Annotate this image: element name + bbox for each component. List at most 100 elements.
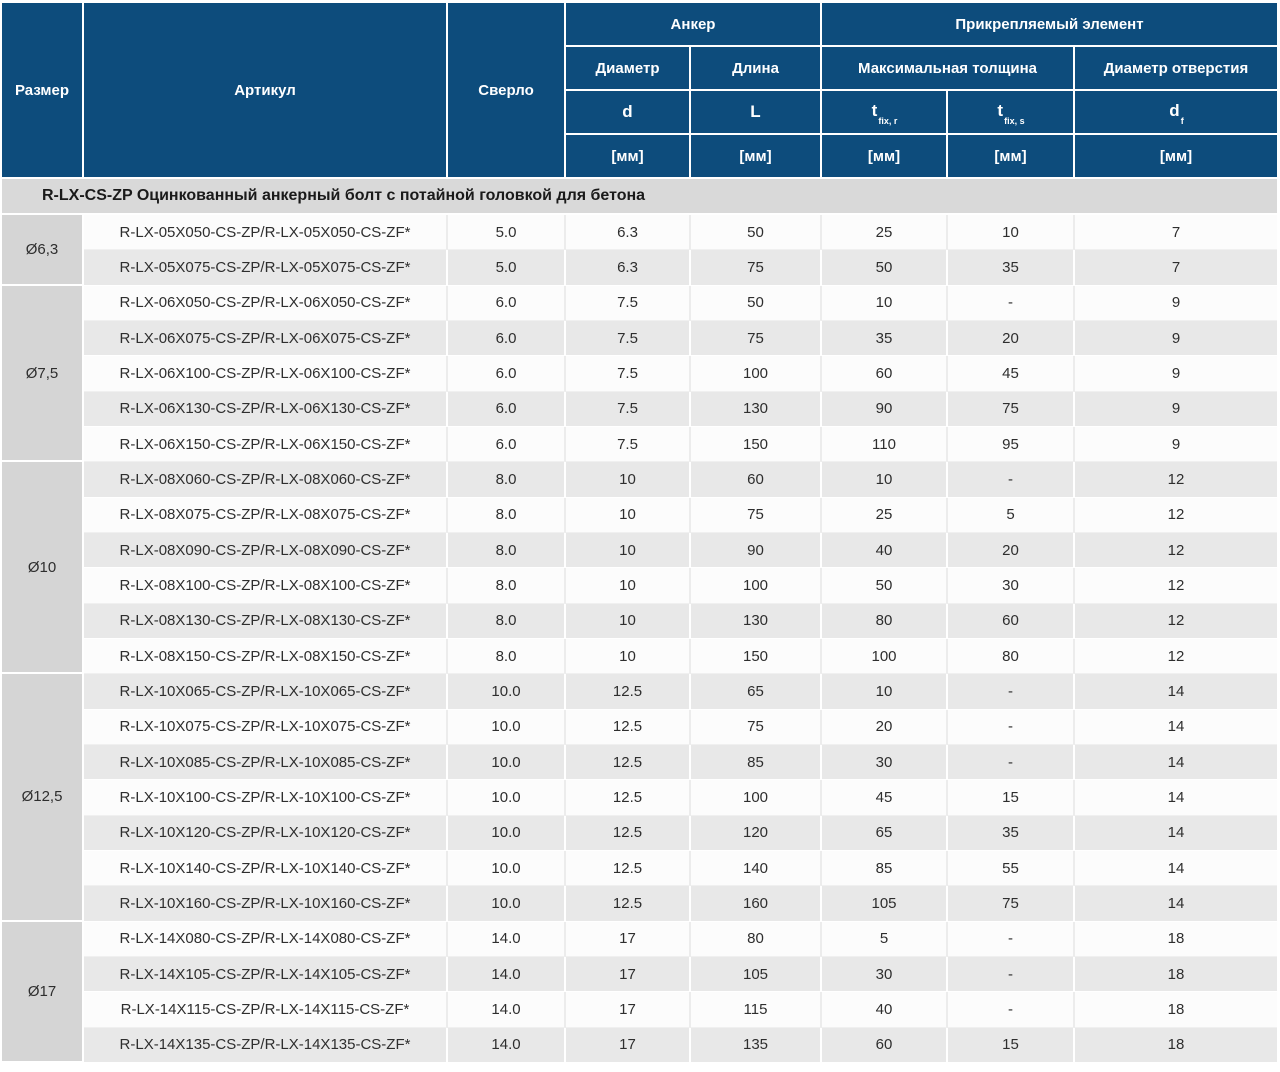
df-cell: 12: [1075, 603, 1277, 639]
article-cell: R-LX-14X135-CS-ZP/R-LX-14X135-CS-ZF*: [84, 1027, 448, 1063]
symbol-df-sub: f: [1180, 115, 1184, 126]
article-cell: R-LX-06X100-CS-ZP/R-LX-06X100-CS-ZF*: [84, 356, 448, 392]
header-unit: [мм]: [1075, 135, 1277, 179]
article-cell: R-LX-10X065-CS-ZP/R-LX-10X065-CS-ZF*: [84, 674, 448, 710]
d-cell: 7.5: [566, 427, 691, 463]
df-cell: 9: [1075, 427, 1277, 463]
drill-cell: 6.0: [448, 285, 566, 322]
L-cell: 160: [691, 886, 822, 922]
L-cell: 100: [691, 568, 822, 604]
L-cell: 75: [691, 709, 822, 745]
d-cell: 10: [566, 497, 691, 533]
tfixr-cell: 5: [822, 921, 948, 957]
d-cell: 10: [566, 638, 691, 675]
tfixr-cell: 10: [822, 674, 948, 710]
df-cell: 7: [1075, 215, 1277, 251]
article-cell: R-LX-08X150-CS-ZP/R-LX-08X150-CS-ZF*: [84, 638, 448, 675]
df-cell: 14: [1075, 815, 1277, 851]
d-cell: 10: [566, 603, 691, 639]
drill-cell: 14.0: [448, 1027, 566, 1063]
header-group-anchor: Анкер: [566, 3, 822, 47]
df-cell: 9: [1075, 391, 1277, 427]
tfixr-cell: 85: [822, 850, 948, 887]
L-cell: 65: [691, 674, 822, 710]
symbol-t-base: t: [871, 101, 878, 121]
drill-cell: 6.0: [448, 427, 566, 463]
df-cell: 9: [1075, 356, 1277, 392]
anchor-bolt-spec-table: Размер Артикул Сверло Анкер Прикрепляемы…: [2, 3, 1277, 1063]
df-cell: 14: [1075, 709, 1277, 745]
L-cell: 80: [691, 921, 822, 957]
article-cell: R-LX-10X140-CS-ZP/R-LX-10X140-CS-ZF*: [84, 850, 448, 887]
d-cell: 12.5: [566, 674, 691, 710]
header-unit: [мм]: [566, 135, 691, 179]
d-cell: 17: [566, 992, 691, 1028]
article-cell: R-LX-10X160-CS-ZP/R-LX-10X160-CS-ZF*: [84, 886, 448, 922]
tfixs-cell: -: [948, 674, 1075, 710]
L-cell: 75: [691, 497, 822, 533]
L-cell: 150: [691, 427, 822, 463]
tfixs-cell: -: [948, 956, 1075, 993]
drill-cell: 10.0: [448, 674, 566, 710]
table-row: R-LX-10X160-CS-ZP/R-LX-10X160-CS-ZF* 10.0…: [2, 886, 1277, 922]
drill-cell: 10.0: [448, 815, 566, 851]
tfixr-cell: 60: [822, 1027, 948, 1063]
drill-cell: 14.0: [448, 992, 566, 1028]
df-cell: 18: [1075, 1027, 1277, 1063]
table-row: Ø6,3 R-LX-05X050-CS-ZP/R-LX-05X050-CS-ZF*…: [2, 215, 1277, 286]
tfixr-cell: 30: [822, 744, 948, 781]
table-row: R-LX-08X090-CS-ZP/R-LX-08X090-CS-ZF* 8.0 1…: [2, 532, 1277, 569]
header-article: Артикул: [84, 3, 448, 179]
tfixr-cell: 10: [822, 285, 948, 322]
header-symbol-tfixr: tfix, r: [822, 91, 948, 135]
L-cell: 90: [691, 532, 822, 569]
df-cell: 14: [1075, 674, 1277, 710]
drill-cell: 8.0: [448, 532, 566, 569]
L-cell: 105: [691, 956, 822, 993]
table-row: Ø12,5 R-LX-10X065-CS-ZP/R-LX-10X065-CS-ZF…: [2, 674, 1277, 922]
article-cell: R-LX-06X150-CS-ZP/R-LX-06X150-CS-ZF*: [84, 427, 448, 463]
size-group-cell: Ø17: [2, 921, 84, 1063]
drill-cell: 5.0: [448, 215, 566, 251]
d-cell: 10: [566, 568, 691, 604]
tfixr-cell: 105: [822, 886, 948, 922]
header-unit: [мм]: [948, 135, 1075, 179]
drill-cell: 8.0: [448, 638, 566, 675]
d-cell: 12.5: [566, 709, 691, 745]
tfixs-cell: 45: [948, 356, 1075, 392]
article-cell: R-LX-05X050-CS-ZP/R-LX-05X050-CS-ZF*: [84, 215, 448, 251]
tfixr-cell: 45: [822, 780, 948, 816]
tfixr-cell: 25: [822, 215, 948, 251]
d-cell: 17: [566, 1027, 691, 1063]
header-row-units: [мм] [мм] [мм] [мм] [мм]: [2, 135, 1277, 179]
size-group-cell: Ø7,5: [2, 285, 84, 463]
symbol-d-base: d: [1169, 101, 1180, 121]
drill-cell: 8.0: [448, 568, 566, 604]
L-cell: 100: [691, 780, 822, 816]
drill-cell: 8.0: [448, 462, 566, 498]
tfixs-cell: 20: [948, 532, 1075, 569]
table-row: Ø17 R-LX-14X080-CS-ZP/R-LX-14X080-CS-ZF* 1…: [2, 921, 1277, 1063]
article-cell: R-LX-08X075-CS-ZP/R-LX-08X075-CS-ZF*: [84, 497, 448, 533]
table-row: R-LX-14X105-CS-ZP/R-LX-14X105-CS-ZF* 14.0…: [2, 956, 1277, 993]
L-cell: 50: [691, 285, 822, 322]
symbol-t-base: t: [997, 101, 1004, 121]
df-cell: 14: [1075, 744, 1277, 781]
tfixr-cell: 80: [822, 603, 948, 639]
table-row: R-LX-10X085-CS-ZP/R-LX-10X085-CS-ZF* 10.0…: [2, 744, 1277, 781]
header-unit: [мм]: [691, 135, 822, 179]
table-body: R-LX-CS-ZP Оцинкованный анкерный болт с …: [2, 179, 1277, 1063]
header-symbol-d: d: [566, 91, 691, 135]
article-cell: R-LX-14X115-CS-ZP/R-LX-14X115-CS-ZF*: [84, 992, 448, 1028]
tfixr-cell: 50: [822, 250, 948, 286]
table-row: R-LX-06X150-CS-ZP/R-LX-06X150-CS-ZF* 6.0 7…: [2, 427, 1277, 463]
tfixr-cell: 100: [822, 638, 948, 675]
df-cell: 18: [1075, 992, 1277, 1028]
article-cell: R-LX-10X120-CS-ZP/R-LX-10X120-CS-ZF*: [84, 815, 448, 851]
L-cell: 120: [691, 815, 822, 851]
drill-cell: 10.0: [448, 850, 566, 887]
header-group-fixture: Прикрепляемый элемент: [822, 3, 1277, 47]
df-cell: 12: [1075, 568, 1277, 604]
d-cell: 7.5: [566, 285, 691, 322]
df-cell: 14: [1075, 886, 1277, 922]
